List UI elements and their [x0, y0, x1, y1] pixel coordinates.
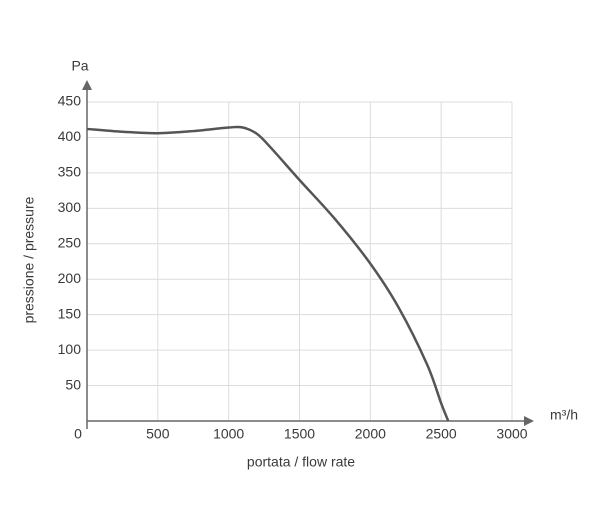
y-tick-label: 250	[58, 234, 82, 250]
x-tick-label: 3000	[496, 426, 527, 442]
x-tick-label: 2500	[426, 426, 457, 442]
y-tick-label: 450	[58, 93, 82, 109]
x-axis-label: portata / flow rate	[247, 454, 355, 470]
y-tick-label: 300	[58, 199, 82, 215]
y-tick-label: 150	[58, 305, 82, 321]
y-unit: Pa	[71, 58, 88, 74]
y-tick-label: 350	[58, 164, 82, 180]
y-tick-label: 100	[58, 341, 82, 357]
y-axis-arrow	[82, 80, 92, 90]
x-tick-label: 1000	[213, 426, 244, 442]
x-unit: m³/h	[550, 407, 578, 423]
y-tick-label: 200	[58, 270, 82, 286]
y-axis-label: pressione / pressure	[21, 196, 37, 323]
curve	[86, 125, 450, 422]
y-tick-label: 50	[65, 376, 81, 392]
x-tick-label: 0	[74, 426, 82, 442]
x-tick-label: 1500	[284, 426, 315, 442]
y-tick-label: 400	[58, 128, 82, 144]
x-axis-arrow	[524, 416, 534, 426]
x-tick-label: 2000	[355, 426, 386, 442]
x-tick-label: 500	[146, 426, 170, 442]
